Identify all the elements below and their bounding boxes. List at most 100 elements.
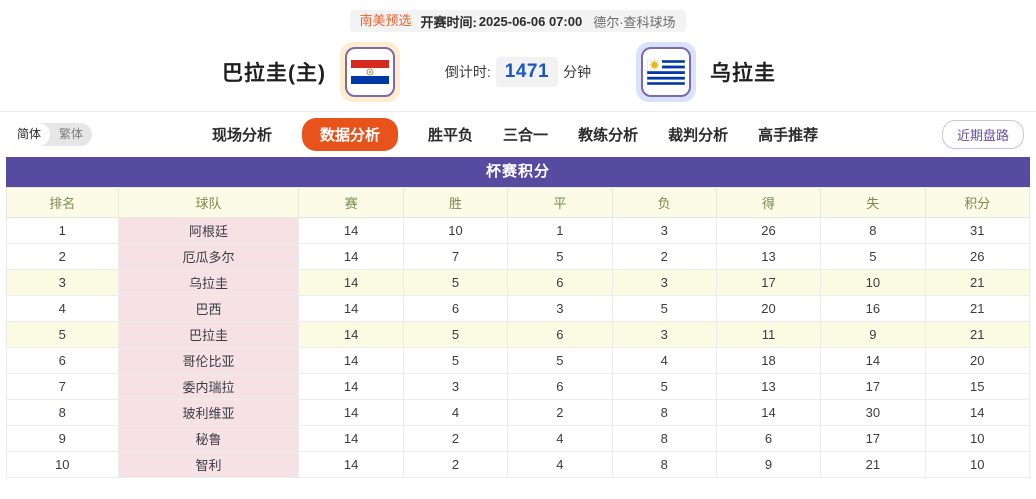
- cell-team[interactable]: 哥伦比亚: [117, 347, 300, 374]
- col-goals-against: 失: [820, 187, 926, 218]
- cell-team[interactable]: 巴拉圭: [117, 321, 300, 348]
- table-row[interactable]: 10 智利 14 2 4 8 9 21 10: [6, 451, 1031, 478]
- cell-played: 14: [298, 425, 404, 452]
- tab-expert-picks[interactable]: 高手推荐: [758, 127, 819, 144]
- cell-goals-against: 5: [820, 243, 926, 270]
- countdown-block: 倒计时: 1471 分钟: [400, 57, 636, 87]
- table-row[interactable]: 6 哥伦比亚 14 5 5 4 18 14 20: [6, 347, 1031, 374]
- cell-points: 15: [924, 373, 1031, 400]
- kickoff-time: 2025-06-06 07:00: [478, 13, 583, 29]
- standings-header-row: 排名 球队 赛 胜 平 负 得 失 积分: [6, 187, 1031, 218]
- cell-draw: 6: [507, 269, 613, 296]
- away-flag-card: [636, 42, 696, 102]
- paraguay-flag-icon: [345, 47, 395, 97]
- home-team-block[interactable]: 巴拉圭(主): [150, 42, 400, 102]
- col-played: 赛: [298, 187, 404, 218]
- countdown-unit: 分钟: [563, 64, 592, 80]
- uruguay-flag-icon: [641, 47, 691, 97]
- tab-three-in-one[interactable]: 三合一: [503, 127, 549, 144]
- cell-loss: 8: [611, 451, 717, 478]
- match-meta-row: 南美预选 开赛时间: 2025-06-06 07:00 德尔·查科球场: [0, 9, 1036, 33]
- col-points: 积分: [924, 187, 1031, 218]
- col-goals-for: 得: [715, 187, 822, 218]
- cell-team[interactable]: 委内瑞拉: [117, 373, 300, 400]
- tab-live-analysis[interactable]: 现场分析: [212, 127, 273, 144]
- cell-draw: 2: [507, 399, 613, 426]
- cell-win: 6: [402, 295, 509, 322]
- venue-name: 德尔·查科球场: [593, 14, 676, 30]
- paraguay-flag-svg: [351, 60, 389, 84]
- cell-goals-against: 9: [820, 321, 926, 348]
- cell-team[interactable]: 巴西: [117, 295, 300, 322]
- cell-draw: 4: [507, 451, 613, 478]
- cell-rank: 3: [6, 269, 119, 296]
- cell-points: 14: [924, 399, 1031, 426]
- kickoff-label: 开赛时间:: [420, 14, 477, 30]
- cell-loss: 2: [611, 243, 717, 270]
- cell-loss: 5: [611, 373, 717, 400]
- cell-win: 4: [402, 399, 509, 426]
- table-row[interactable]: 2 厄瓜多尔 14 7 5 2 13 5 26: [6, 243, 1031, 270]
- cell-goals-against: 17: [820, 373, 926, 400]
- cell-win: 10: [402, 217, 509, 244]
- standings-title: 杯赛积分: [6, 157, 1030, 187]
- cell-draw: 4: [507, 425, 613, 452]
- teams-row: 巴拉圭(主) 倒计时: 1471 分钟: [0, 33, 1036, 111]
- cell-team[interactable]: 阿根廷: [117, 217, 300, 244]
- home-team-name: 巴拉圭(主): [222, 62, 326, 85]
- cell-goals-against: 10: [820, 269, 926, 296]
- cell-goals-for: 17: [715, 269, 822, 296]
- cell-goals-for: 9: [715, 451, 822, 478]
- table-row[interactable]: 1 阿根廷 14 10 1 3 26 8 31: [6, 217, 1031, 244]
- cell-played: 14: [298, 373, 404, 400]
- cell-goals-for: 6: [715, 425, 822, 452]
- language-toggle[interactable]: 简体 繁体: [8, 123, 93, 146]
- cell-goals-against: 16: [820, 295, 926, 322]
- cell-loss: 8: [611, 399, 717, 426]
- cell-win: 2: [402, 451, 509, 478]
- cell-goals-for: 26: [715, 217, 822, 244]
- cell-points: 20: [924, 347, 1031, 374]
- table-row[interactable]: 9 秘鲁 14 2 4 8 6 17 10: [6, 425, 1031, 452]
- cell-team[interactable]: 智利: [117, 451, 300, 478]
- cell-played: 14: [298, 399, 404, 426]
- table-row[interactable]: 3 乌拉圭 14 5 6 3 17 10 21: [6, 269, 1031, 296]
- home-flag-card: [340, 42, 400, 102]
- cell-loss: 3: [611, 217, 717, 244]
- cell-draw: 6: [507, 321, 613, 348]
- cell-win: 2: [402, 425, 509, 452]
- cell-goals-against: 17: [820, 425, 926, 452]
- cell-goals-for: 20: [715, 295, 822, 322]
- cell-played: 14: [298, 269, 404, 296]
- tab-coach-analysis[interactable]: 教练分析: [578, 127, 639, 144]
- table-row[interactable]: 8 玻利维亚 14 4 2 8 14 30 14: [6, 399, 1031, 426]
- table-row[interactable]: 5 巴拉圭 14 5 6 3 11 9 21: [6, 321, 1031, 348]
- cell-points: 31: [924, 217, 1031, 244]
- cell-win: 3: [402, 373, 509, 400]
- cell-team[interactable]: 厄瓜多尔: [117, 243, 300, 270]
- cell-played: 14: [298, 243, 404, 270]
- col-draw: 平: [507, 187, 613, 218]
- cell-win: 7: [402, 243, 509, 270]
- cell-goals-against: 14: [820, 347, 926, 374]
- cell-team[interactable]: 玻利维亚: [117, 399, 300, 426]
- cell-played: 14: [298, 321, 404, 348]
- cell-team[interactable]: 秘鲁: [117, 425, 300, 452]
- cell-points: 21: [924, 269, 1031, 296]
- table-row[interactable]: 4 巴西 14 6 3 5 20 16 21: [6, 295, 1031, 322]
- cell-goals-for: 13: [715, 373, 822, 400]
- cell-goals-against: 8: [820, 217, 926, 244]
- cell-draw: 3: [507, 295, 613, 322]
- away-team-block[interactable]: 乌拉圭: [636, 42, 886, 102]
- lang-option-traditional[interactable]: 繁体: [59, 127, 84, 141]
- tab-win-draw-loss[interactable]: 胜平负: [428, 127, 474, 144]
- tab-data-analysis[interactable]: 数据分析: [302, 118, 399, 151]
- cell-loss: 3: [611, 321, 717, 348]
- table-row[interactable]: 7 委内瑞拉 14 3 6 5 13 17 15: [6, 373, 1031, 400]
- cell-played: 14: [298, 347, 404, 374]
- recent-odds-button[interactable]: 近期盘路: [941, 120, 1024, 149]
- cell-team[interactable]: 乌拉圭: [117, 269, 300, 296]
- lang-option-simplified[interactable]: 简体: [8, 123, 51, 146]
- tab-referee-analysis[interactable]: 裁判分析: [668, 127, 729, 144]
- cell-loss: 3: [611, 269, 717, 296]
